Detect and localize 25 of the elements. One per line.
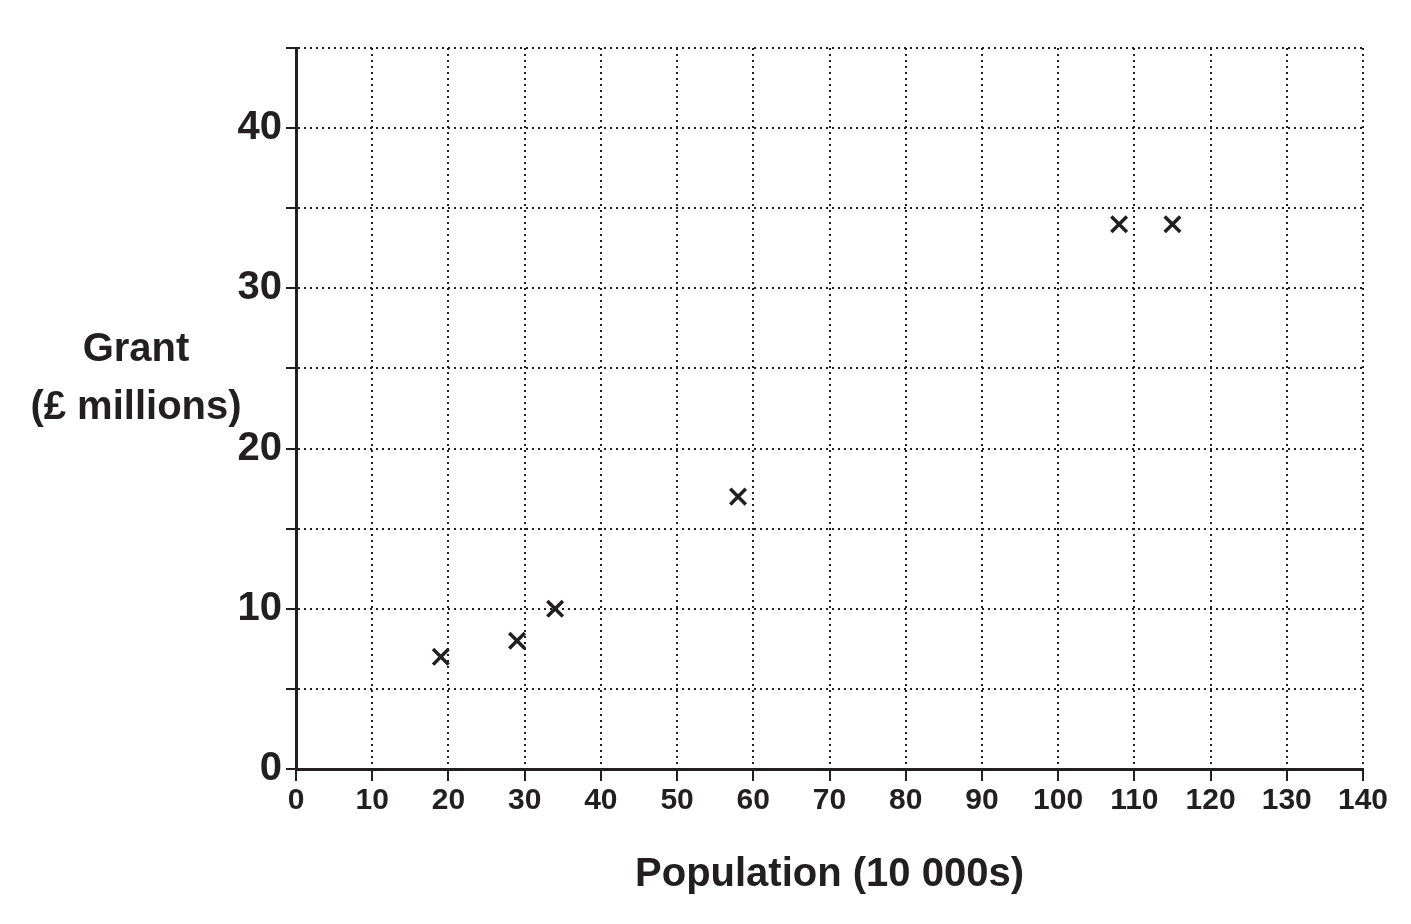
- x-tick-label: 0: [287, 782, 305, 816]
- y-tick-label: 30: [237, 263, 282, 308]
- y-tick-label: 10: [237, 583, 282, 628]
- point: [431, 647, 451, 667]
- x-tick-label: 130: [1261, 782, 1312, 816]
- point: [728, 487, 748, 507]
- point: [1109, 214, 1129, 234]
- x-tick-label: 140: [1337, 782, 1389, 816]
- x-tick-label: 80: [889, 782, 923, 816]
- x-tick-label: 70: [812, 782, 847, 816]
- x-tick-label: 120: [1185, 782, 1236, 816]
- x-tick-label: 60: [736, 782, 770, 816]
- point: [507, 631, 527, 651]
- x-tick-label: 110: [1110, 782, 1159, 816]
- x-tick-label: 100: [1033, 782, 1084, 816]
- x-tick-label: 10: [355, 782, 389, 816]
- x-tick-label: 50: [660, 782, 694, 816]
- x-tick-label: 40: [584, 782, 618, 816]
- x-tick-label: 30: [507, 782, 542, 816]
- x-tick-label: 90: [965, 782, 999, 816]
- x-axis-title: Population (10 000s): [635, 850, 1024, 895]
- point: [1162, 214, 1182, 234]
- y-tick-label: 40: [237, 103, 282, 148]
- point: [545, 599, 565, 619]
- x-tick-label: 20: [431, 782, 466, 816]
